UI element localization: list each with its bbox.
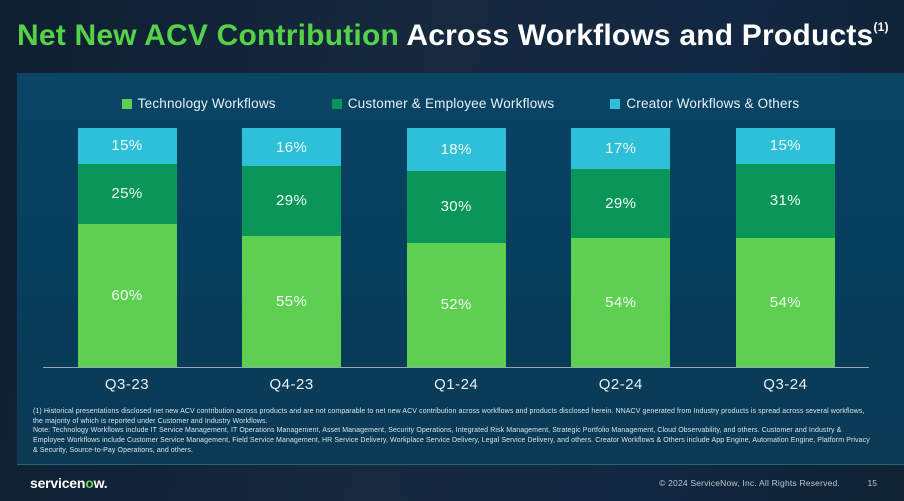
bar-segment-customer-employee-workflows-q4-23: 29% <box>242 166 342 236</box>
x-axis-label-q3-23: Q3-23 <box>104 376 150 393</box>
footnote-note: Note: Technology Workflows include IT Se… <box>33 427 870 454</box>
legend-label: Technology Workflows <box>137 96 276 111</box>
logo-text-end: w. <box>93 475 108 491</box>
title-footnote-ref: (1) <box>873 20 889 34</box>
chart-legend: Technology Workflows Customer & Employee … <box>17 96 904 111</box>
legend-swatch-icon <box>121 98 132 109</box>
slide-title: Net New ACV Contribution Across Workflow… <box>17 19 889 52</box>
bar-segment-technology-workflows-q2-24: 54% <box>571 237 671 367</box>
bar-segment-creator-workflows-others-q1-24: 18% <box>406 128 506 172</box>
bar-segment-technology-workflows-q3-23: 60% <box>77 223 177 367</box>
title-text-green: Net New ACV Contribution <box>17 19 399 52</box>
segment-value-label: 29% <box>275 192 308 210</box>
segment-value-label: 54% <box>769 293 801 311</box>
footnote-1: (1) Historical presentations disclosed n… <box>33 408 865 425</box>
copyright-text: © 2024 ServiceNow, Inc. All Rights Reser… <box>659 478 840 488</box>
footnotes: (1) Historical presentations disclosed n… <box>33 407 870 456</box>
legend-swatch-icon <box>331 98 342 109</box>
segment-value-label: 30% <box>440 198 472 216</box>
legend-label: Creator Workflows & Others <box>626 96 800 111</box>
bar-q3-23: 60% 25% 15% <box>77 128 177 367</box>
segment-value-label: 31% <box>769 192 801 210</box>
bar-segment-customer-employee-workflows-q3-24: 31% <box>735 163 835 238</box>
title-text-white: Across Workflows and Products <box>399 19 874 52</box>
bar-segment-creator-workflows-others-q3-24: 15% <box>735 128 835 164</box>
segment-value-label: 54% <box>605 293 637 311</box>
legend-swatch-icon <box>610 98 621 109</box>
bar-segment-customer-employee-workflows-q2-24: 29% <box>571 168 671 238</box>
segment-value-label: 25% <box>111 185 143 203</box>
bar-segment-technology-workflows-q1-24: 52% <box>406 242 506 367</box>
bar-segment-technology-workflows-q4-23: 55% <box>242 235 342 367</box>
segment-value-label: 29% <box>605 194 637 212</box>
stacked-bar-chart: 60% 25% 15% Q3-23 55% 29% 16% Q4-23 52% 30% 18% Q1-… <box>17 73 904 464</box>
bar-q4-23: 55% 29% 16% <box>242 128 342 367</box>
x-axis-line <box>43 367 869 368</box>
bar-segment-customer-employee-workflows-q1-24: 30% <box>406 171 506 243</box>
bar-q3-24: 54% 31% 15% <box>735 128 835 367</box>
bar-q2-24: 54% 29% 17% <box>571 128 671 367</box>
legend-item-customer-employee-workflows: Customer & Employee Workflows <box>331 96 555 111</box>
page-number: 15 <box>867 478 877 488</box>
legend-item-creator-workflows-others: Creator Workflows & Others <box>610 96 799 111</box>
segment-value-label: 15% <box>111 137 143 155</box>
chart-panel: Technology Workflows Customer & Employee … <box>17 73 904 465</box>
segment-value-label: 52% <box>440 296 472 314</box>
x-axis-label-q1-24: Q1-24 <box>434 376 479 393</box>
servicenow-logo: servicenow. <box>30 475 108 491</box>
segment-value-label: 16% <box>275 138 308 156</box>
bar-q1-24: 52% 30% 18% <box>406 128 506 367</box>
logo-green-o: o <box>85 475 94 491</box>
x-axis-label-q3-24: Q3-24 <box>763 376 808 393</box>
segment-value-label: 17% <box>605 139 637 157</box>
segment-value-label: 60% <box>111 286 143 304</box>
logo-text: servicen <box>30 475 86 491</box>
bar-segment-creator-workflows-others-q2-24: 17% <box>571 128 671 169</box>
x-axis-label-q2-24: Q2-24 <box>598 376 643 393</box>
x-axis-label-q4-23: Q4-23 <box>269 376 314 393</box>
legend-item-technology-workflows: Technology Workflows <box>121 96 276 111</box>
bar-segment-creator-workflows-others-q4-23: 16% <box>242 128 342 167</box>
segment-value-label: 18% <box>440 141 472 159</box>
segment-value-label: 15% <box>769 137 801 155</box>
segment-value-label: 55% <box>275 292 308 310</box>
bar-segment-technology-workflows-q3-24: 54% <box>735 237 835 367</box>
bar-segment-creator-workflows-others-q3-23: 15% <box>77 128 177 164</box>
slide-footer: servicenow. © 2024 ServiceNow, Inc. All … <box>0 466 904 501</box>
bar-segment-customer-employee-workflows-q3-23: 25% <box>77 163 177 224</box>
legend-label: Customer & Employee Workflows <box>347 96 555 111</box>
